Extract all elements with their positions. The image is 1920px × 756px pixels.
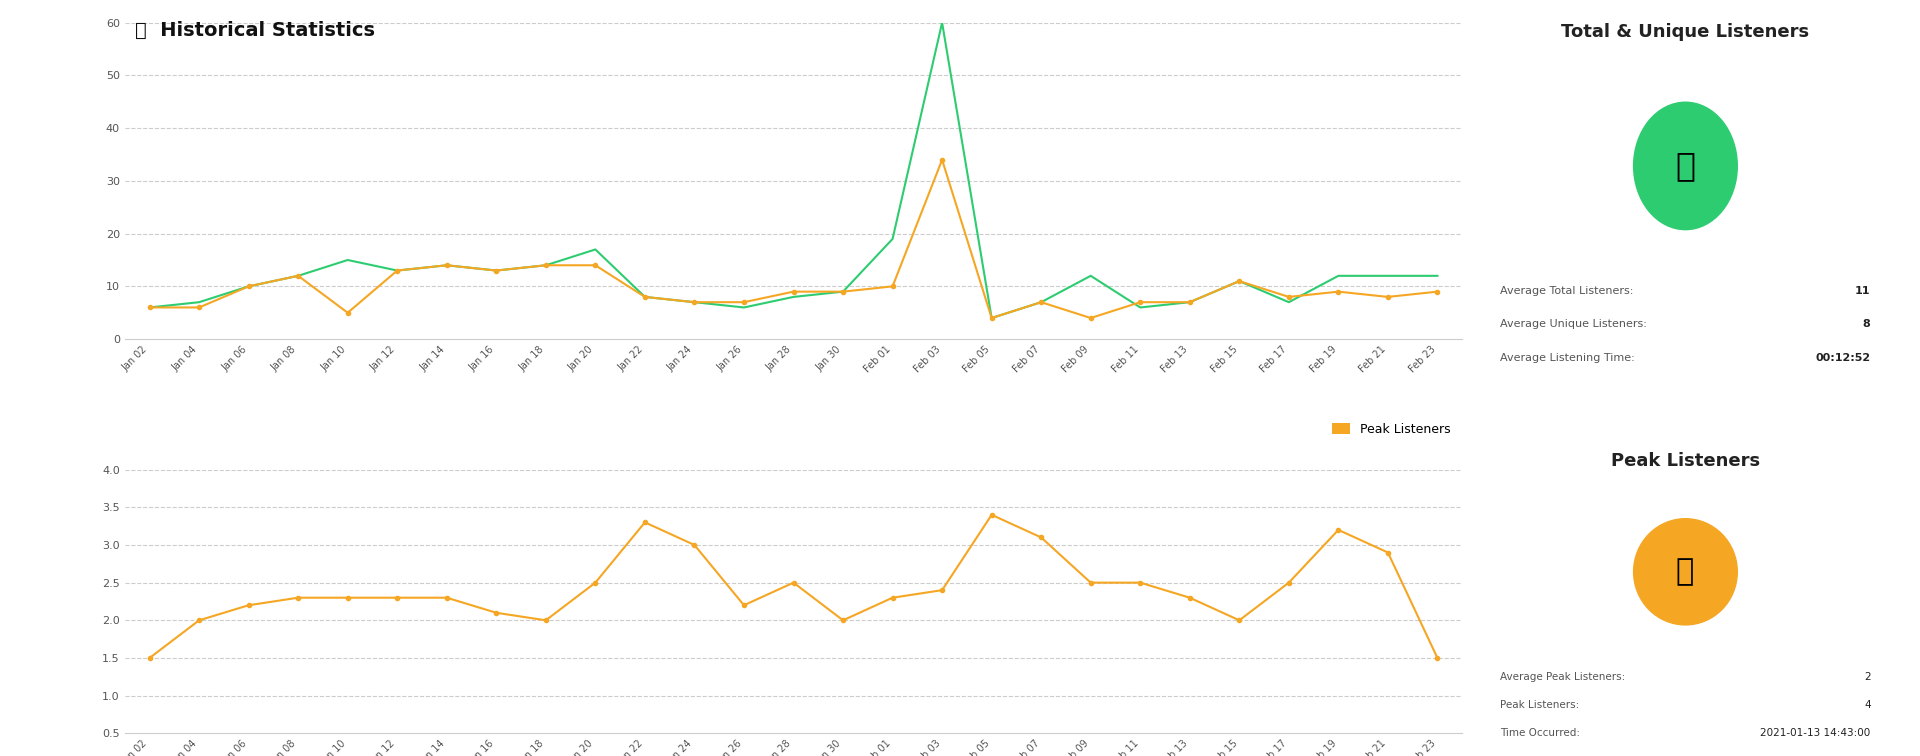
Text: Average Peak Listeners:: Average Peak Listeners: bbox=[1500, 671, 1626, 681]
Legend: Peak Listeners: Peak Listeners bbox=[1327, 418, 1455, 441]
Text: Peak Listeners:: Peak Listeners: bbox=[1500, 699, 1580, 710]
Text: 8: 8 bbox=[1862, 319, 1870, 330]
Text: 2: 2 bbox=[1864, 671, 1870, 681]
Text: 11: 11 bbox=[1855, 286, 1870, 296]
Text: ⓘ  Historical Statistics: ⓘ Historical Statistics bbox=[134, 21, 374, 40]
Text: Total & Unique Listeners: Total & Unique Listeners bbox=[1561, 23, 1809, 41]
Text: Average Total Listeners:: Average Total Listeners: bbox=[1500, 286, 1634, 296]
Text: 2021-01-13 14:43:00: 2021-01-13 14:43:00 bbox=[1761, 728, 1870, 738]
Text: 00:12:52: 00:12:52 bbox=[1816, 353, 1870, 363]
Text: Peak Listeners: Peak Listeners bbox=[1611, 452, 1761, 470]
Text: 4: 4 bbox=[1864, 699, 1870, 710]
Text: Average Listening Time:: Average Listening Time: bbox=[1500, 353, 1636, 363]
Text: Average Unique Listeners:: Average Unique Listeners: bbox=[1500, 319, 1647, 330]
Text: Time Occurred:: Time Occurred: bbox=[1500, 728, 1580, 738]
